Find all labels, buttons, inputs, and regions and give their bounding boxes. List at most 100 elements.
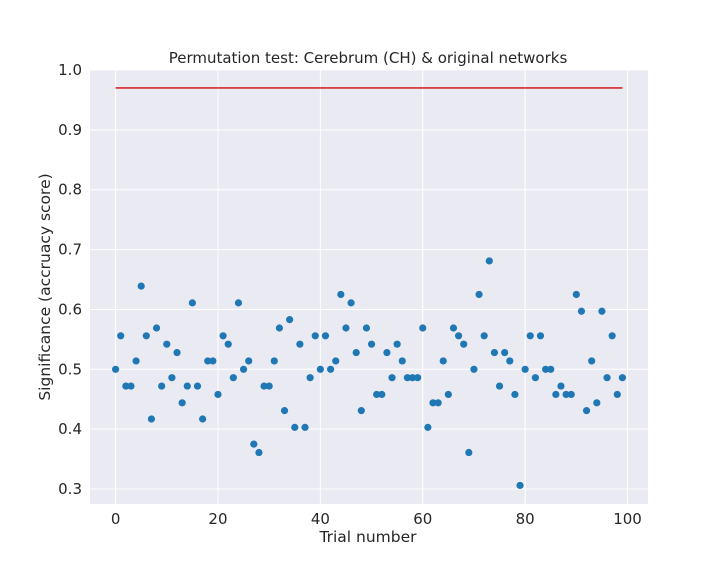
data-point: [234, 299, 243, 307]
data-points: [111, 257, 627, 490]
data-point: [434, 399, 442, 407]
data-point: [429, 399, 437, 407]
x-axis-label: Trial number: [318, 528, 417, 546]
y-tick-label: 0.9: [58, 121, 82, 139]
data-point: [419, 324, 427, 332]
y-tick-label: 0.7: [58, 241, 82, 259]
chart-title: Permutation test: Cerebrum (CH) & origin…: [169, 49, 568, 67]
x-tick-labels: 0 20 40 60 80 100: [111, 510, 642, 528]
data-point: [137, 282, 145, 290]
data-point: [291, 423, 299, 431]
data-point: [501, 348, 509, 357]
data-point: [582, 407, 591, 415]
y-axis-label: Significance (accruacy score): [36, 173, 54, 400]
data-point: [168, 374, 176, 382]
x-gridlines: [115, 70, 629, 504]
data-point: [367, 340, 376, 348]
data-point: [316, 365, 324, 373]
data-point: [337, 290, 345, 299]
data-point: [572, 290, 580, 299]
x-tick-label: 20: [208, 510, 227, 528]
data-point: [526, 332, 534, 340]
data-point: [536, 332, 545, 340]
data-point: [188, 299, 196, 307]
y-gridlines: [90, 69, 648, 490]
data-point: [398, 357, 406, 365]
y-tick-label: 1.0: [58, 61, 82, 79]
data-point: [449, 324, 458, 332]
data-point: [193, 382, 202, 390]
data-point: [516, 481, 524, 490]
data-point: [224, 340, 232, 348]
data-point: [511, 390, 519, 399]
data-point: [296, 340, 304, 348]
data-point: [301, 423, 309, 431]
data-point: [306, 374, 314, 382]
data-point: [219, 332, 227, 340]
data-point: [393, 340, 401, 348]
data-point: [286, 316, 294, 324]
data-point: [332, 357, 340, 365]
data-point: [199, 415, 207, 423]
y-tick-label: 0.4: [58, 420, 82, 438]
data-point: [122, 382, 130, 390]
data-point: [378, 390, 386, 399]
data-point: [506, 357, 514, 365]
data-point: [152, 324, 161, 332]
x-tick-label: 0: [111, 510, 121, 528]
data-point: [388, 374, 396, 382]
data-point: [454, 332, 463, 340]
data-point: [383, 348, 391, 357]
data-point: [613, 390, 621, 399]
data-point: [567, 390, 575, 399]
data-point: [311, 332, 319, 340]
data-point: [183, 382, 191, 390]
data-point: [275, 324, 284, 332]
data-point: [265, 382, 273, 390]
data-point: [111, 365, 120, 373]
data-point: [342, 324, 350, 332]
data-point: [475, 290, 483, 299]
data-point: [158, 382, 166, 390]
data-point: [209, 357, 217, 365]
data-point: [460, 340, 468, 348]
plot-area: [90, 70, 648, 504]
data-point: [321, 332, 330, 340]
y-tick-label: 0.6: [58, 300, 82, 318]
data-point: [214, 390, 222, 399]
data-point: [557, 382, 565, 390]
data-point: [408, 374, 417, 382]
y-tick-label: 0.8: [58, 181, 82, 199]
data-point: [229, 374, 237, 382]
data-point: [598, 307, 606, 315]
data-point: [593, 399, 601, 407]
data-point: [562, 390, 570, 399]
data-point: [424, 423, 432, 431]
data-point: [163, 340, 171, 348]
data-point: [403, 374, 411, 382]
data-point: [178, 399, 186, 407]
data-point: [521, 365, 529, 373]
x-tick-label: 100: [613, 510, 642, 528]
x-tick-label: 80: [516, 510, 535, 528]
data-point: [327, 365, 335, 373]
data-point: [465, 448, 473, 457]
data-point: [245, 357, 253, 365]
data-point: [373, 390, 381, 399]
data-point: [495, 382, 504, 390]
data-point: [470, 365, 478, 373]
data-point: [588, 357, 596, 365]
data-point: [362, 324, 371, 332]
data-point: [531, 374, 539, 382]
data-point: [618, 374, 627, 382]
y-tick-label: 0.3: [58, 480, 82, 498]
data-point: [280, 407, 289, 415]
data-point: [547, 365, 555, 373]
data-point: [204, 357, 212, 365]
data-point: [255, 448, 263, 457]
data-point: [270, 357, 278, 365]
data-point: [132, 357, 140, 365]
data-point: [485, 257, 493, 265]
data-point: [357, 407, 365, 415]
